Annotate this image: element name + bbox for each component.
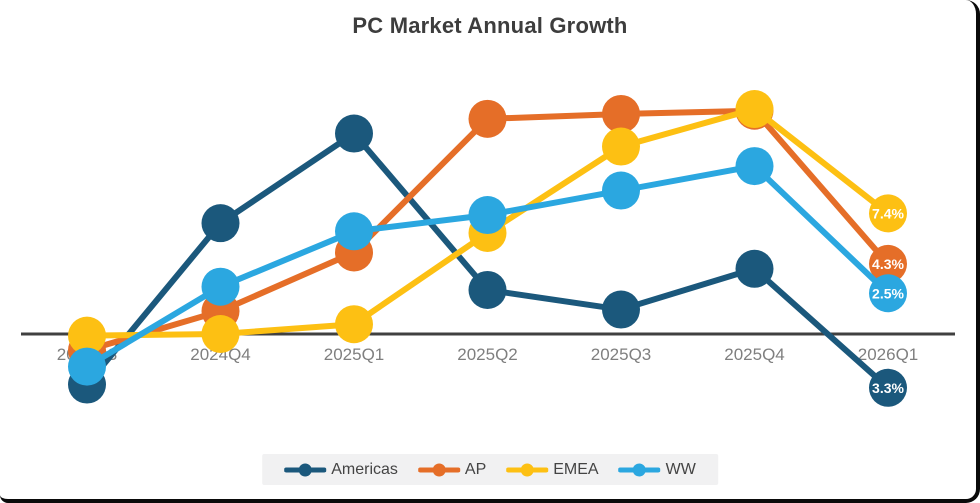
marker-EMEA-2025Q3 (602, 127, 640, 166)
end-label-AP: 4.3% (872, 256, 904, 272)
x-tick-2026Q1: 2026Q1 (857, 345, 919, 364)
legend-swatch-WW (618, 463, 661, 476)
legend-item-AP[interactable]: AP (417, 460, 487, 479)
legend-item-EMEA[interactable]: EMEA (506, 460, 599, 479)
marker-AP-2026Q1 (869, 244, 907, 283)
legend-swatch-AP (417, 463, 460, 476)
marker-Americas-2025Q4 (735, 249, 774, 288)
marker-WW-2025Q4 (735, 147, 774, 186)
marker-Americas-2025Q2 (468, 270, 507, 309)
marker-EMEA-2024Q3 (68, 316, 106, 355)
marker-AP-2025Q3 (602, 94, 640, 133)
x-tick-2025Q1: 2025Q1 (323, 345, 385, 364)
marker-AP-2025Q2 (468, 99, 507, 138)
marker-WW-2025Q2 (468, 196, 507, 235)
x-tick-2024Q4: 2024Q4 (190, 345, 251, 364)
marker-Americas-2026Q1 (869, 368, 907, 407)
x-tick-2025Q2: 2025Q2 (457, 345, 518, 364)
marker-WW-2024Q3 (68, 347, 106, 386)
end-label-EMEA: 7.4% (872, 205, 904, 221)
marker-WW-2025Q3 (602, 171, 640, 210)
marker-EMEA-2025Q1 (335, 305, 373, 344)
legend: Americas AP EMEA WW (262, 454, 718, 485)
marker-EMEA-2024Q4 (201, 315, 240, 353)
legend-label-AP: AP (464, 460, 487, 478)
x-tick-2025Q4: 2025Q4 (724, 345, 785, 364)
marker-EMEA-2025Q4 (735, 90, 774, 129)
end-label-WW: 2.5% (872, 285, 904, 301)
legend-swatch-EMEA (506, 463, 549, 476)
marker-Americas-2025Q1 (335, 114, 373, 153)
x-tick-2025Q3: 2025Q3 (590, 345, 652, 364)
legend-item-WW[interactable]: WW (618, 460, 696, 479)
legend-item-Americas[interactable]: Americas (284, 461, 398, 479)
marker-Americas-2024Q4 (201, 204, 240, 243)
marker-WW-2026Q1 (869, 274, 907, 313)
end-label-Americas: 3.3% (872, 380, 904, 396)
marker-Americas-2025Q3 (602, 290, 640, 329)
legend-swatch-Americas (284, 463, 327, 476)
marker-WW-2025Q1 (335, 212, 373, 251)
legend-label-WW: WW (665, 460, 696, 478)
marker-EMEA-2026Q1 (869, 194, 907, 233)
chart-title: PC Market Annual Growth (352, 13, 628, 38)
marker-WW-2024Q4 (201, 267, 240, 306)
legend-label-EMEA: EMEA (553, 460, 599, 478)
legend-label-Americas: Americas (331, 460, 398, 478)
